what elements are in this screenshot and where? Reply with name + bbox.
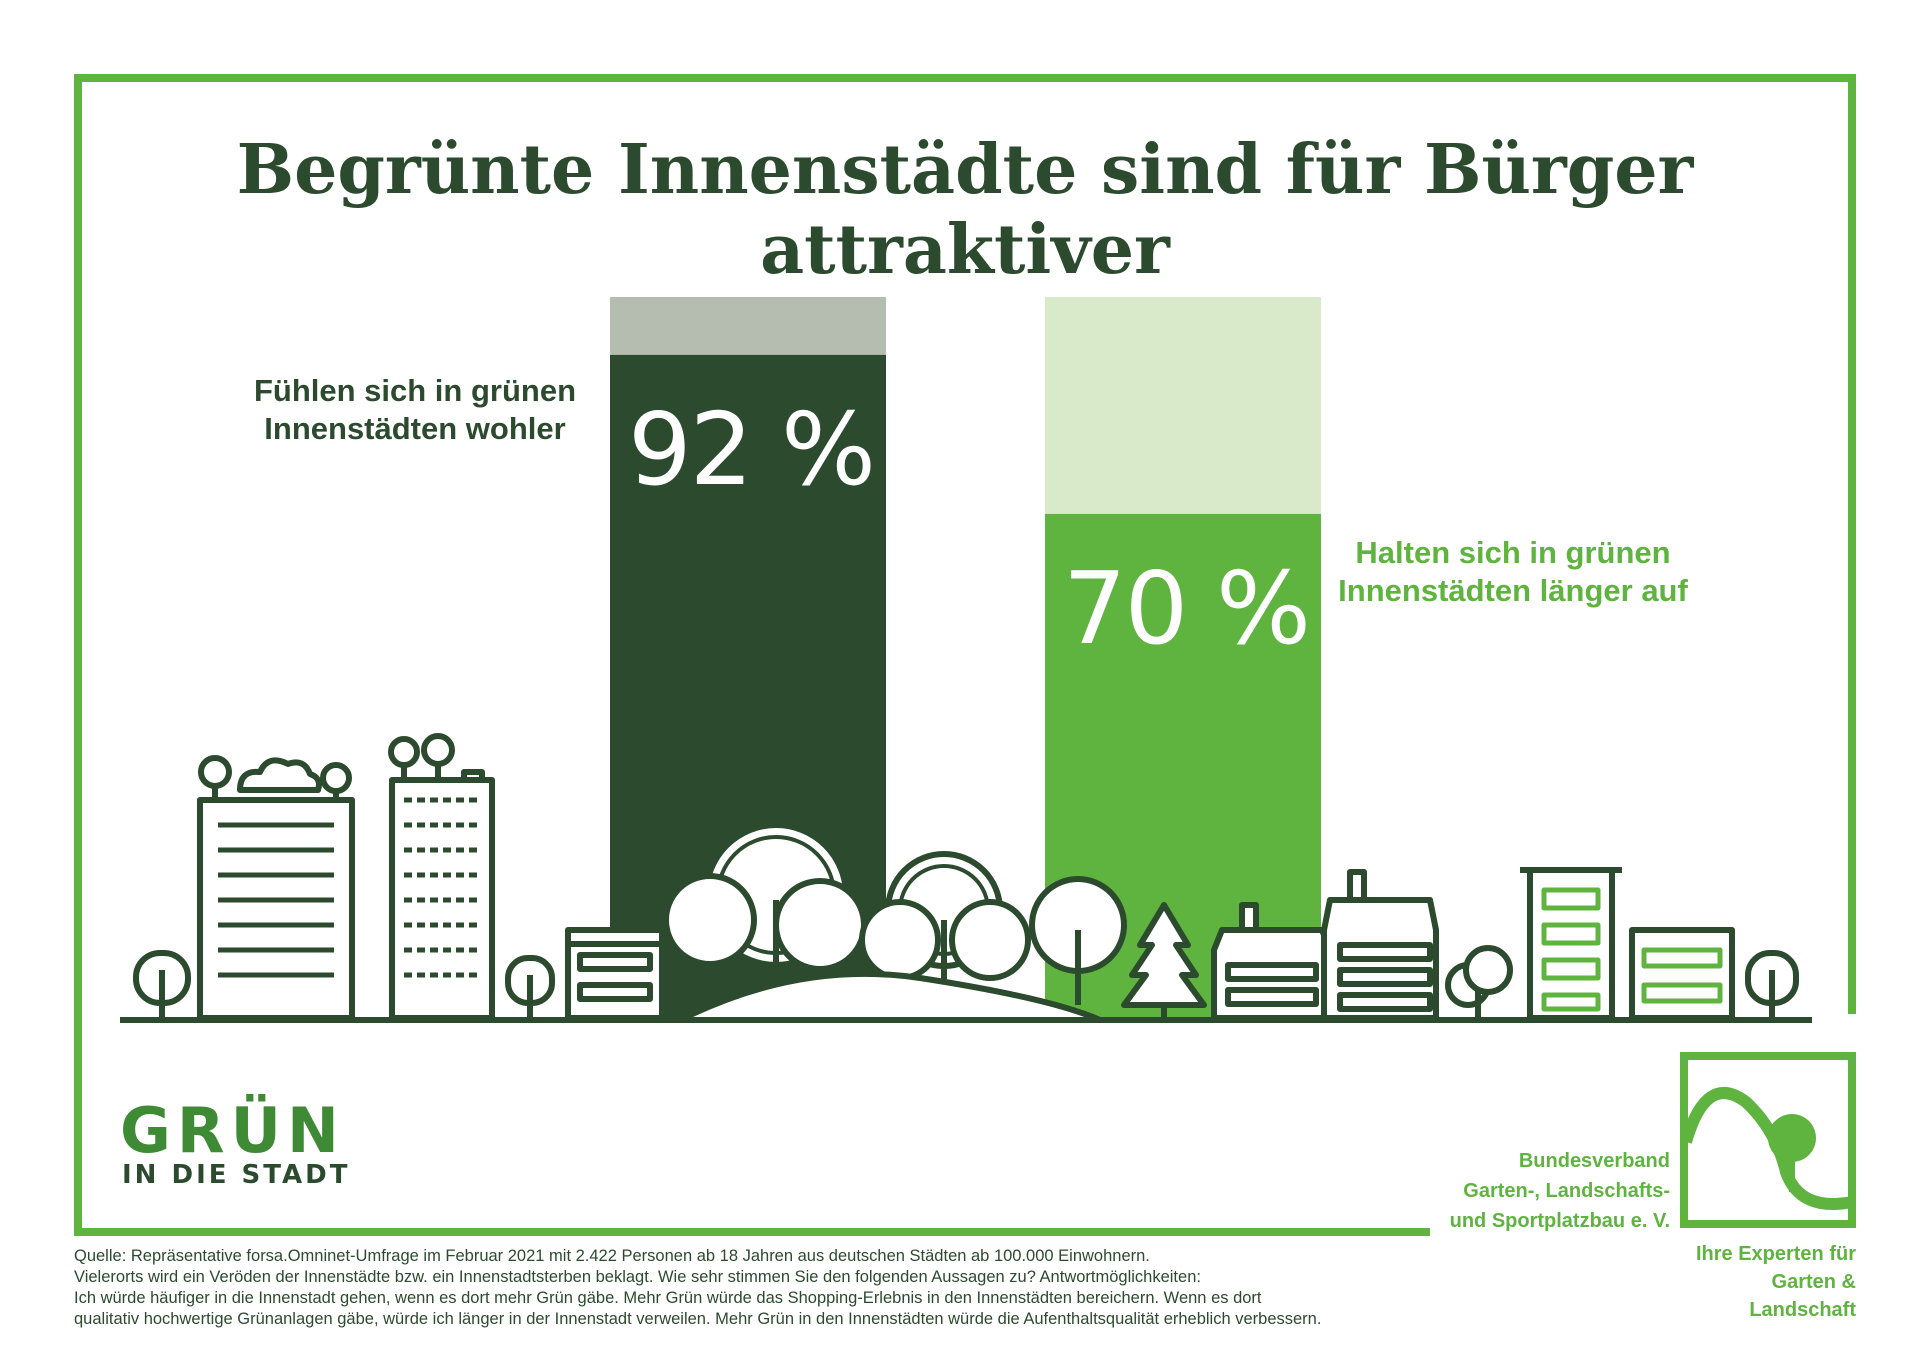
tower-1-windows [218,822,334,978]
org-tagline-line1: Ihre Experten für [1695,1243,1856,1265]
org-tagline: Ihre Experten für Garten & Landschaft [1660,1240,1856,1324]
building-small-2 [1629,927,1735,1021]
chart-title: Begrünte Innenstädte sind für Bürger att… [236,130,1694,290]
roof-bush [237,757,322,793]
source-line4: qualitativ hochwertige Grünanlagen gäbe,… [74,1310,1322,1328]
org-name-line2: Garten-, Landschafts- [1463,1180,1670,1202]
source-line3: Ich würde häufiger in die Innenstadt geh… [74,1289,1262,1307]
frame-bottom [74,1228,1430,1236]
org-name: Bundesverband Garten-, Landschafts- und … [1380,1146,1670,1236]
category-label-laenger: Halten sich in grünen Innenstädten länge… [1338,535,1688,608]
city-skyline [120,733,1812,1023]
frame-right [1848,74,1856,1014]
tree-mid-4 [859,899,941,981]
value-label-laenger: 70 % [1063,549,1311,667]
gruen-logo-subtext: IN DIE STADT [122,1160,351,1190]
building-tower-1 [197,797,355,1021]
org-logo-icon [1680,1052,1856,1228]
roof-tree-4 [421,733,455,767]
bar-remainder-wohler [610,297,886,355]
tower-2-windows [404,797,482,978]
value-label-wohler: 92 % [628,390,876,508]
org-name-line1: Bundesverband [1518,1150,1670,1172]
source-line2: Vielerorts wird ein Veröden der Innenstä… [74,1268,1201,1286]
frame-left [74,74,82,1236]
bar-remainder-laenger [1045,297,1321,514]
ground-hill [678,970,1102,1023]
gruen-logo-text: GRÜN [120,1094,345,1167]
roof-tree-3 [388,736,420,768]
source-line1: Quelle: Repräsentative forsa.Omninet-Umf… [74,1247,1150,1265]
org-tagline-line2: Garten & Landschaft [1749,1271,1856,1321]
category-label-wohler: Fühlen sich in grünen Innenstädten wohle… [253,373,577,446]
roof-tree-1 [198,755,232,789]
tree-mid-2 [663,873,757,967]
org-name-line3: und Sportplatzbau e. V. [1449,1210,1670,1232]
source-note: Quelle: Repräsentative forsa.Omninet-Umf… [74,1246,1474,1330]
roof-tree-2 [320,762,352,794]
frame-top [74,74,1856,82]
